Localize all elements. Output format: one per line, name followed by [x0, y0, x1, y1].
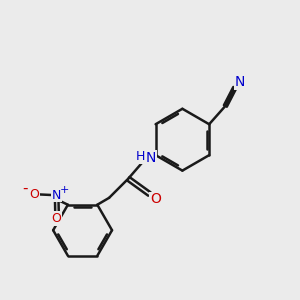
Text: O: O — [29, 188, 39, 201]
Text: O: O — [51, 212, 61, 225]
Text: -: - — [23, 181, 28, 196]
Text: +: + — [59, 185, 69, 195]
Text: N: N — [52, 188, 62, 202]
Text: N: N — [235, 75, 245, 89]
Text: O: O — [150, 192, 161, 206]
Text: H: H — [135, 150, 145, 163]
Text: N: N — [146, 151, 156, 164]
